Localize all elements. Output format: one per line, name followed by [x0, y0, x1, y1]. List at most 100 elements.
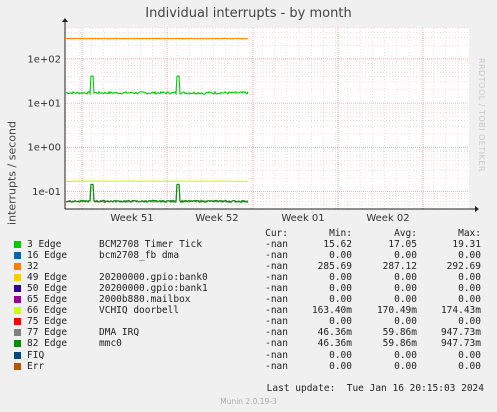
legend-series-label: 2000b880.mailbox	[99, 294, 191, 306]
munin-version-footer: Munin 2.0.19-3	[220, 397, 277, 406]
plot-area	[65, 28, 469, 209]
legend-min-value: 0.00	[329, 294, 352, 306]
legend-avg-value: 59.86m	[382, 327, 417, 339]
legend-series-name: 75 Edge	[27, 316, 68, 328]
legend-swatch	[14, 318, 21, 326]
legend-swatch	[14, 296, 21, 304]
x-tick-label: Week 02	[366, 213, 409, 224]
y-tick-label: 1e+01	[27, 99, 61, 110]
legend-avg-value: 0.00	[394, 294, 417, 306]
legend-min-value: 163.40m	[311, 305, 352, 317]
legend-row: 82 Edge mmc0 -nan 46.36m 59.86m 947.73m	[0, 338, 497, 349]
legend-series-label: 20200000.gpio:bank1	[99, 283, 208, 295]
legend-row: 65 Edge 2000b880.mailbox -nan 0.00 0.00 0.00	[0, 294, 497, 305]
legend-avg-value: 287.12	[382, 261, 417, 273]
y-tick-label: 1e-01	[32, 187, 61, 198]
legend-min-value: 0.00	[329, 283, 352, 295]
legend-row: 50 Edge 20200000.gpio:bank1 -nan 0.00 0.00 0.…	[0, 283, 497, 294]
legend-cur-value: -nan	[265, 250, 288, 262]
legend-cur-value: -nan	[265, 272, 288, 284]
legend-avg-value: 0.00	[394, 250, 417, 262]
legend-cur-value: -nan	[265, 261, 288, 273]
legend-cur-value: -nan	[265, 294, 288, 306]
y-tick-label: 1e+02	[27, 54, 61, 65]
chart-plot: 1e-01 1e+00 1e+01 1e+02 Week 51 Week 52 Week 0…	[27, 18, 479, 224]
legend-series-label: VCHIQ doorbell	[99, 305, 180, 317]
legend-cur-value: -nan	[265, 305, 288, 317]
legend-swatch	[14, 351, 21, 359]
legend-max-value: 174.43m	[440, 305, 481, 317]
legend-row: 49 Edge 20200000.gpio:bank0 -nan 0.00 0.00 0.…	[0, 272, 497, 283]
legend-swatch	[14, 340, 21, 348]
legend-min-value: 46.36m	[317, 327, 352, 339]
legend-row: 32 -nan 285.69 287.12 292.69	[0, 261, 497, 272]
legend-swatch	[14, 263, 21, 271]
legend-row: 77 Edge DMA IRQ -nan 46.36m 59.86m 947.73m	[0, 327, 497, 338]
legend-avg-value: 59.86m	[382, 338, 417, 350]
legend-cur-value: -nan	[265, 338, 288, 350]
x-tick-label: Week 52	[195, 213, 238, 224]
legend-avg-value: 17.05	[388, 239, 417, 250]
legend-max-value: 0.00	[458, 250, 481, 262]
legend-avg-value: 0.00	[394, 283, 417, 295]
legend-cur-value: -nan	[265, 360, 288, 372]
legend-series-name: 82 Edge	[27, 338, 68, 350]
legend-series-name: 65 Edge	[27, 294, 68, 306]
legend-max-value: 0.00	[458, 360, 481, 372]
legend-max-value: 19.31	[452, 239, 481, 250]
legend-swatch	[14, 307, 21, 315]
legend-series-label: DMA IRQ	[99, 327, 140, 339]
y-axis-arrow	[62, 18, 68, 22]
legend-row: 3 Edge BCM2708 Timer Tick -nan 15.62 17.05 19…	[0, 239, 497, 250]
legend-cur-value: -nan	[265, 239, 288, 250]
legend-avg-value: 0.00	[394, 360, 417, 372]
legend-series-label: bcm2708_fb dma	[99, 250, 180, 262]
legend-swatch	[14, 274, 21, 282]
legend-header-min: Min:	[329, 228, 352, 239]
legend-max-value: 0.00	[458, 283, 481, 295]
legend-max-value: 947.73m	[440, 338, 481, 350]
legend-series-label: BCM2708 Timer Tick	[99, 239, 202, 250]
legend-series-name: 77 Edge	[27, 327, 68, 339]
legend-max-value: 0.00	[458, 294, 481, 306]
legend-min-value: 0.00	[329, 360, 352, 372]
legend-cur-value: -nan	[265, 327, 288, 339]
legend-swatch	[14, 329, 21, 337]
legend-min-value: 0.00	[329, 316, 352, 328]
legend-header-cur: Cur:	[265, 228, 288, 239]
x-tick-label: Week 51	[110, 213, 153, 224]
legend-max-value: 0.00	[458, 316, 481, 328]
legend-header: Cur: Min: Avg: Max:	[0, 228, 497, 239]
legend-header-max: Max:	[458, 228, 481, 239]
legend-max-value: 0.00	[458, 349, 481, 361]
legend-avg-value: 0.00	[394, 316, 417, 328]
legend-row: Err -nan 0.00 0.00 0.00	[0, 361, 497, 372]
legend-series-label: mmc0	[99, 338, 122, 350]
legend-min-value: 285.69	[317, 261, 352, 273]
x-tick-label: Week 01	[281, 213, 324, 224]
legend-avg-value: 0.00	[394, 349, 417, 361]
y-tick-label: 1e+00	[27, 143, 61, 154]
legend-max-value: 947.73m	[440, 327, 481, 339]
legend-series-label: 20200000.gpio:bank0	[99, 272, 208, 284]
legend-series-name: 66 Edge	[27, 305, 68, 317]
legend-header-avg: Avg:	[394, 228, 417, 239]
legend-min-value: 0.00	[329, 250, 352, 262]
x-axis-arrow	[475, 206, 479, 212]
last-update: Last update: Tue Jan 16 20:15:03 2024	[266, 383, 484, 394]
legend-swatch	[14, 362, 21, 370]
legend-swatch	[14, 285, 21, 293]
legend-series-name: 32	[27, 261, 39, 273]
legend-series-name: Err	[27, 360, 45, 372]
legend-swatch	[14, 241, 21, 248]
series-line-3-edge	[65, 75, 249, 96]
legend-min-value: 0.00	[329, 349, 352, 361]
legend-series-name: 49 Edge	[27, 272, 68, 284]
legend-row: 16 Edge bcm2708_fb dma -nan 0.00 0.00 0.00	[0, 250, 497, 261]
legend-swatch	[14, 252, 21, 260]
legend-row: 75 Edge -nan 0.00 0.00 0.00	[0, 316, 497, 327]
legend-max-value: 292.69	[446, 261, 481, 273]
legend-cur-value: -nan	[265, 316, 288, 328]
legend-cur-value: -nan	[265, 283, 288, 295]
legend-min-value: 15.62	[323, 239, 352, 250]
